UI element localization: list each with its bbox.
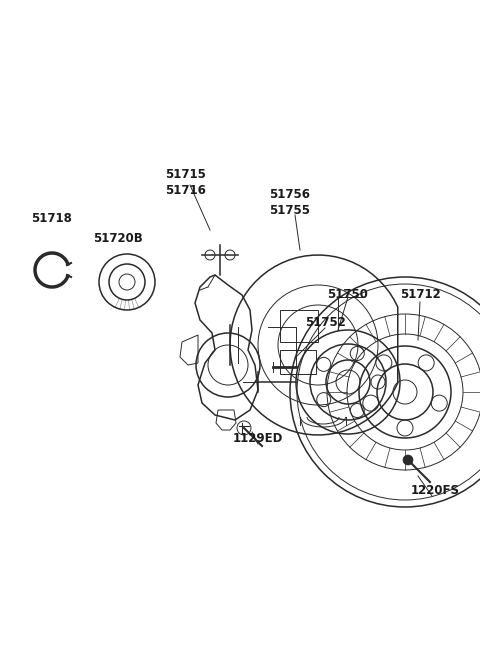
Text: 1220FS: 1220FS [410,483,459,496]
Text: 1129ED: 1129ED [233,432,283,445]
Text: 51720B: 51720B [93,231,143,244]
Text: 51752: 51752 [305,316,346,329]
Text: 51712: 51712 [400,288,440,301]
Text: 51756: 51756 [269,189,311,202]
Circle shape [403,455,413,465]
Text: 51750: 51750 [327,288,369,301]
Text: 51755: 51755 [269,204,311,217]
Text: 51718: 51718 [32,212,72,225]
Text: 51716: 51716 [165,183,205,196]
Text: 51715: 51715 [165,168,205,181]
